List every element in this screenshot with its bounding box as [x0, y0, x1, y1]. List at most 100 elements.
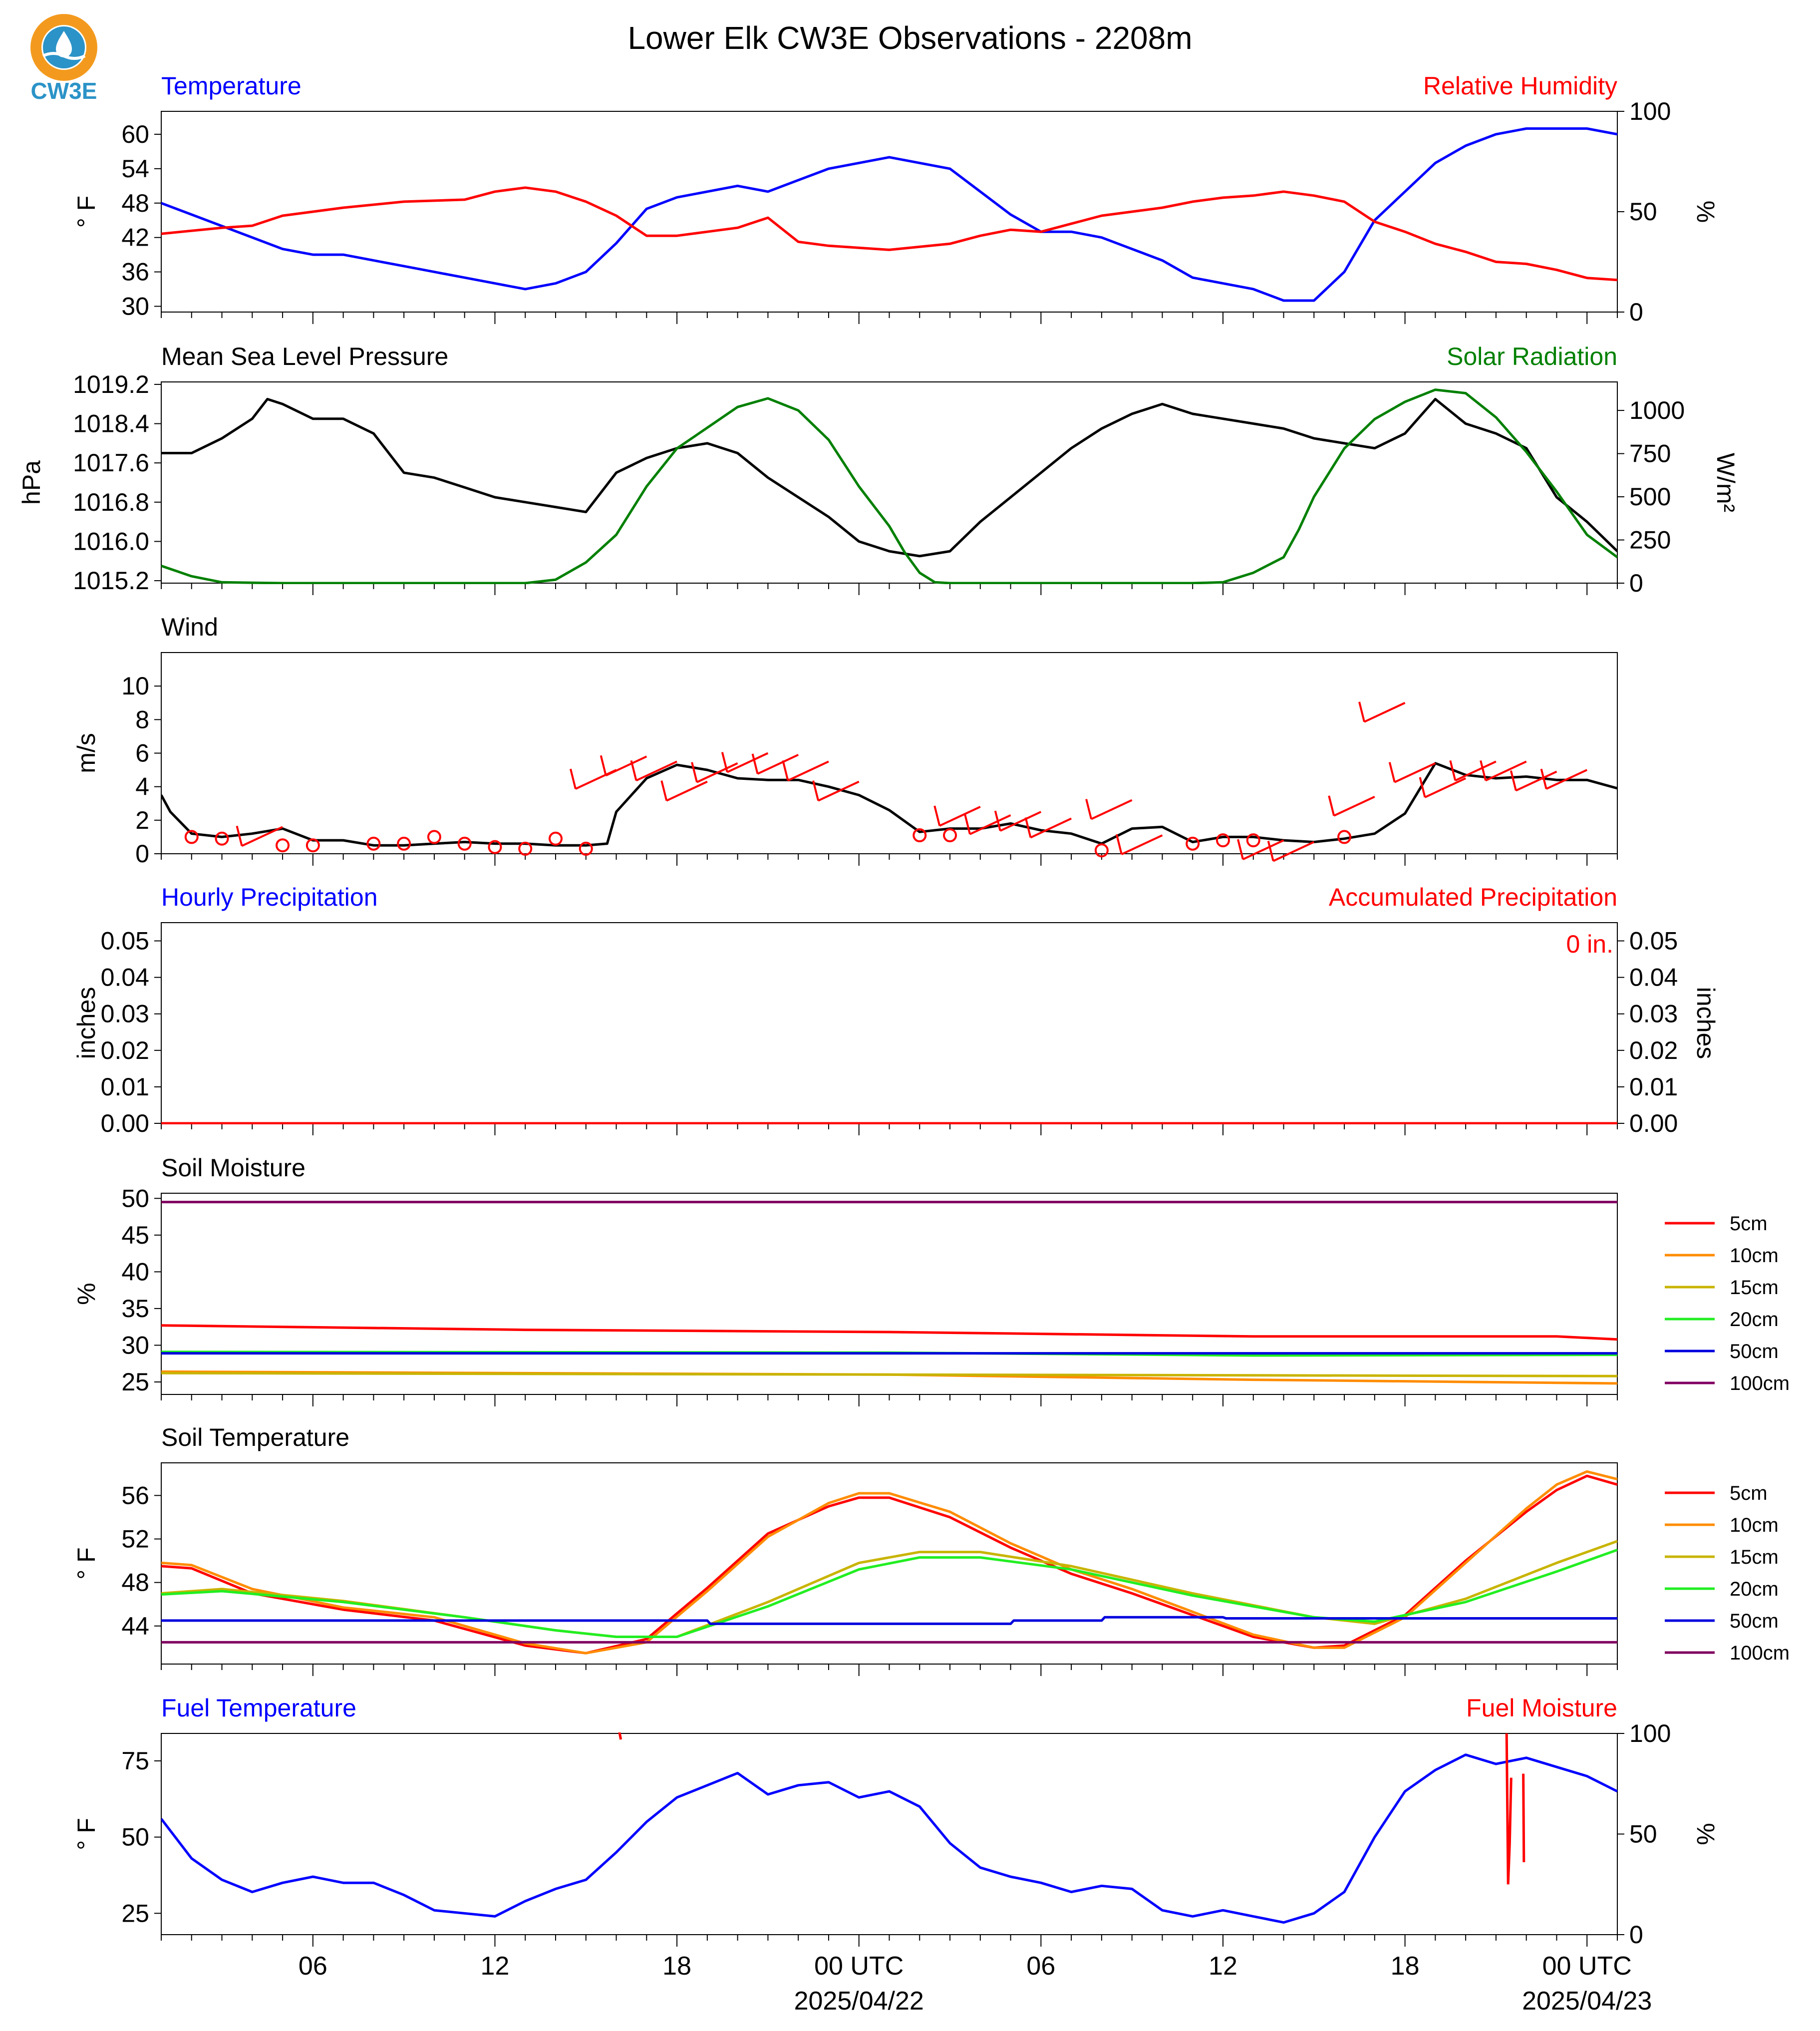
- y-tick-label-left: 50: [121, 1823, 149, 1851]
- wind-barb: [999, 811, 1042, 832]
- x-tick-label: 00 UTC: [1542, 1952, 1632, 1981]
- wind-barb-flag: [721, 752, 728, 773]
- y-tick-label-right: 0: [1629, 298, 1643, 326]
- series-line-solar-radiation: [161, 388, 1617, 584]
- wind-calm-marker: [366, 836, 381, 851]
- y-tick-label-right: 1000: [1629, 396, 1685, 424]
- panel-title-left: Soil Temperature: [161, 1423, 349, 1451]
- wind-barb: [666, 780, 708, 802]
- wind-barb: [1091, 799, 1133, 820]
- panel-temp_rh: Temperature Relative Humidity 30 36 42 48 54 60…: [72, 72, 1720, 326]
- y-tick-label-left: 52: [121, 1525, 149, 1553]
- x-tick-label: 18: [1391, 1952, 1420, 1981]
- wind-barb-flag: [570, 768, 577, 789]
- x-tick-label: 06: [1026, 1952, 1055, 1981]
- y-tick-label-left: 48: [121, 189, 149, 217]
- wind-calm-marker: [397, 836, 411, 851]
- wind-calm-marker: [305, 838, 320, 853]
- wind-calm-marker: [579, 841, 593, 856]
- x-tick-label: 00 UTC: [814, 1952, 904, 1981]
- series-group: [161, 1201, 1617, 1385]
- panel-soil_moist: Soil Moisture 25 30 35 40 45 50% 5cm 10cm 15cm 20c…: [72, 1154, 1790, 1406]
- legend-label-15cm: 15cm: [1730, 1546, 1779, 1568]
- y-tick-label-right: 500: [1629, 483, 1671, 511]
- wind-barb: [727, 752, 769, 773]
- y-tick-label-left: 40: [121, 1258, 149, 1286]
- wind-calm-marker: [943, 828, 957, 843]
- y-tick-label-left: 0.04: [101, 964, 149, 992]
- panel-title-left: Fuel Temperature: [161, 1694, 356, 1722]
- y-tick-label-left: 75: [121, 1747, 149, 1775]
- y-tick-label-left: 2: [135, 806, 149, 834]
- y-tick-label-left: 44: [121, 1612, 149, 1640]
- legend-label-50cm: 50cm: [1730, 1610, 1779, 1632]
- y-tick-label-right: 0.02: [1629, 1036, 1678, 1064]
- legend-label-10cm: 10cm: [1730, 1514, 1779, 1536]
- series-group: [161, 1732, 1617, 1924]
- wind-barb-flag: [600, 755, 607, 776]
- series-line-fuel-temperature: [161, 1753, 1617, 1924]
- legend-label-100cm: 100cm: [1730, 1642, 1790, 1664]
- y-tick-label-left: 36: [121, 258, 149, 286]
- series-line-50cm: [161, 1616, 1617, 1625]
- wind-barb: [1272, 841, 1315, 862]
- x-tick-label: 18: [662, 1952, 691, 1981]
- series-group: [161, 388, 1617, 584]
- wind-barb-flag: [812, 780, 820, 801]
- y-tick-label-left: 30: [121, 293, 149, 321]
- y-tick-label-left: 0.03: [101, 1000, 149, 1028]
- legend-label-20cm: 20cm: [1730, 1309, 1779, 1331]
- series-group: [161, 1470, 1617, 1655]
- wind-barb: [1485, 760, 1527, 782]
- series-line-fuel-moisture: [618, 1732, 622, 1740]
- y-axis-label-left: %: [72, 1283, 100, 1305]
- series-line-15cm: [161, 1371, 1617, 1377]
- plot-frame: [161, 1733, 1618, 1935]
- cw3e-logo-text: CW3E: [31, 78, 97, 104]
- wind-barb-flag: [782, 760, 789, 781]
- series-line-wind: [161, 762, 1617, 847]
- y-tick-label-left: 56: [121, 1481, 149, 1509]
- y-tick-label-right: 0: [1629, 1921, 1643, 1949]
- panel-title-left: Soil Moisture: [161, 1154, 305, 1182]
- wind-barb: [1030, 817, 1072, 839]
- y-tick-label-left: 10: [121, 672, 149, 700]
- wind-calm-marker: [427, 830, 441, 844]
- wind-barb-flag: [964, 814, 971, 835]
- legend-label-50cm: 50cm: [1730, 1341, 1779, 1362]
- series-line-10cm: [161, 1470, 1617, 1655]
- panel-precip: Hourly Precipitation Accumulated Precipit…: [72, 883, 1720, 1137]
- y-axis-label-left: inches: [72, 987, 100, 1059]
- wind-barb-flag: [1480, 760, 1487, 781]
- wind-barb: [787, 760, 829, 782]
- legend-label-5cm: 5cm: [1730, 1213, 1768, 1235]
- wind-barb-flag: [691, 762, 698, 783]
- y-tick-label-left: 6: [135, 739, 149, 767]
- series-line-relative-humidity: [161, 186, 1617, 282]
- wind-calm-marker: [488, 840, 502, 854]
- panel-title-right: Solar Radiation: [1447, 342, 1617, 370]
- panel-title-right: Accumulated Precipitation: [1329, 883, 1617, 911]
- x-date-label: 2025/04/23: [1522, 1987, 1652, 2016]
- panel-title-left: Temperature: [161, 72, 302, 100]
- wind-calm-marker: [1337, 830, 1352, 844]
- series-line-mean-sea-level-pressure: [161, 397, 1617, 558]
- y-tick-label-left: 1016.8: [73, 488, 149, 516]
- y-tick-label-right: 250: [1629, 526, 1671, 554]
- wind-barb-flag: [660, 780, 668, 801]
- wind-barb: [635, 760, 677, 782]
- wind-calm-marker: [276, 838, 290, 853]
- y-tick-label-left: 42: [121, 224, 149, 252]
- wind-barb-flag: [933, 805, 941, 826]
- wind-barb-flag: [1085, 799, 1093, 820]
- y-axis-label-left: ° F: [72, 1818, 100, 1850]
- y-tick-label-left: 0: [135, 840, 149, 868]
- y-tick-label-right: 0.01: [1629, 1073, 1678, 1101]
- plot-frame: [161, 652, 1618, 854]
- y-tick-label-left: 1019.2: [73, 370, 149, 398]
- wind-barb: [1333, 796, 1375, 817]
- panel-fuel: Fuel Temperature Fuel Moisture 25 50 75 0 50 10…: [72, 1694, 1720, 1949]
- wind-barb-flag: [1449, 760, 1457, 781]
